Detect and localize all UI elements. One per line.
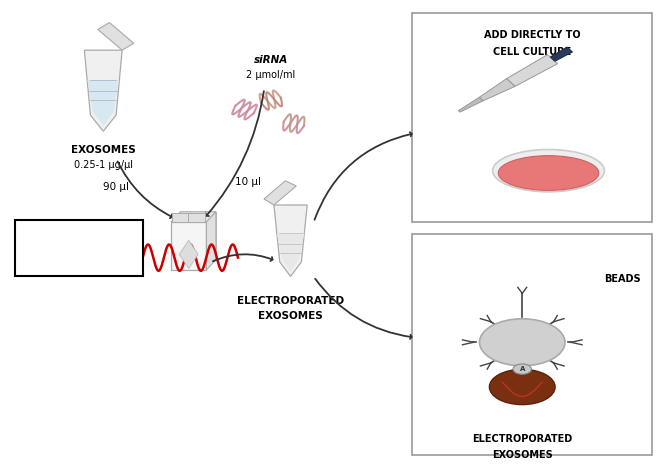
Polygon shape <box>171 222 207 270</box>
Text: ELECTROPORATED: ELECTROPORATED <box>472 434 572 444</box>
Text: ELECTROPORATION: ELECTROPORATION <box>30 235 127 244</box>
Polygon shape <box>506 54 558 87</box>
Polygon shape <box>98 23 134 50</box>
Ellipse shape <box>498 156 599 190</box>
Polygon shape <box>180 240 198 269</box>
Text: EXOSOMES: EXOSOMES <box>71 146 136 156</box>
Polygon shape <box>172 213 189 222</box>
Text: A: A <box>519 366 525 372</box>
Text: ADD DIRECTLY TO: ADD DIRECTLY TO <box>484 30 580 40</box>
Text: BEADS: BEADS <box>604 274 641 284</box>
Polygon shape <box>180 212 216 260</box>
Polygon shape <box>87 80 119 126</box>
Polygon shape <box>550 47 572 61</box>
Ellipse shape <box>480 319 565 366</box>
Polygon shape <box>277 234 304 272</box>
Text: 0.25-1 μg/μl: 0.25-1 μg/μl <box>74 160 133 170</box>
Text: 2 μmol/ml: 2 μmol/ml <box>246 70 296 80</box>
Polygon shape <box>171 212 216 222</box>
Text: CELL CULTURE: CELL CULTURE <box>493 47 571 57</box>
Text: EXOSOMES: EXOSOMES <box>492 450 552 460</box>
Polygon shape <box>274 205 307 276</box>
FancyBboxPatch shape <box>412 13 652 222</box>
Text: ELECTROPORATED: ELECTROPORATED <box>237 297 344 307</box>
Text: 10 μl: 10 μl <box>235 177 261 187</box>
Polygon shape <box>188 213 205 222</box>
FancyBboxPatch shape <box>15 220 143 277</box>
Ellipse shape <box>513 364 531 374</box>
Text: 150 V/100 μF: 150 V/100 μF <box>48 257 109 266</box>
Ellipse shape <box>492 149 605 192</box>
Polygon shape <box>458 97 483 112</box>
Polygon shape <box>264 181 296 205</box>
Text: 90 μl: 90 μl <box>104 182 129 192</box>
FancyBboxPatch shape <box>412 234 652 455</box>
Polygon shape <box>479 79 515 101</box>
Polygon shape <box>84 50 122 131</box>
Polygon shape <box>207 212 216 270</box>
Text: EXOSOMES: EXOSOMES <box>258 311 323 322</box>
Ellipse shape <box>489 369 555 404</box>
Text: siRNA: siRNA <box>253 55 288 65</box>
